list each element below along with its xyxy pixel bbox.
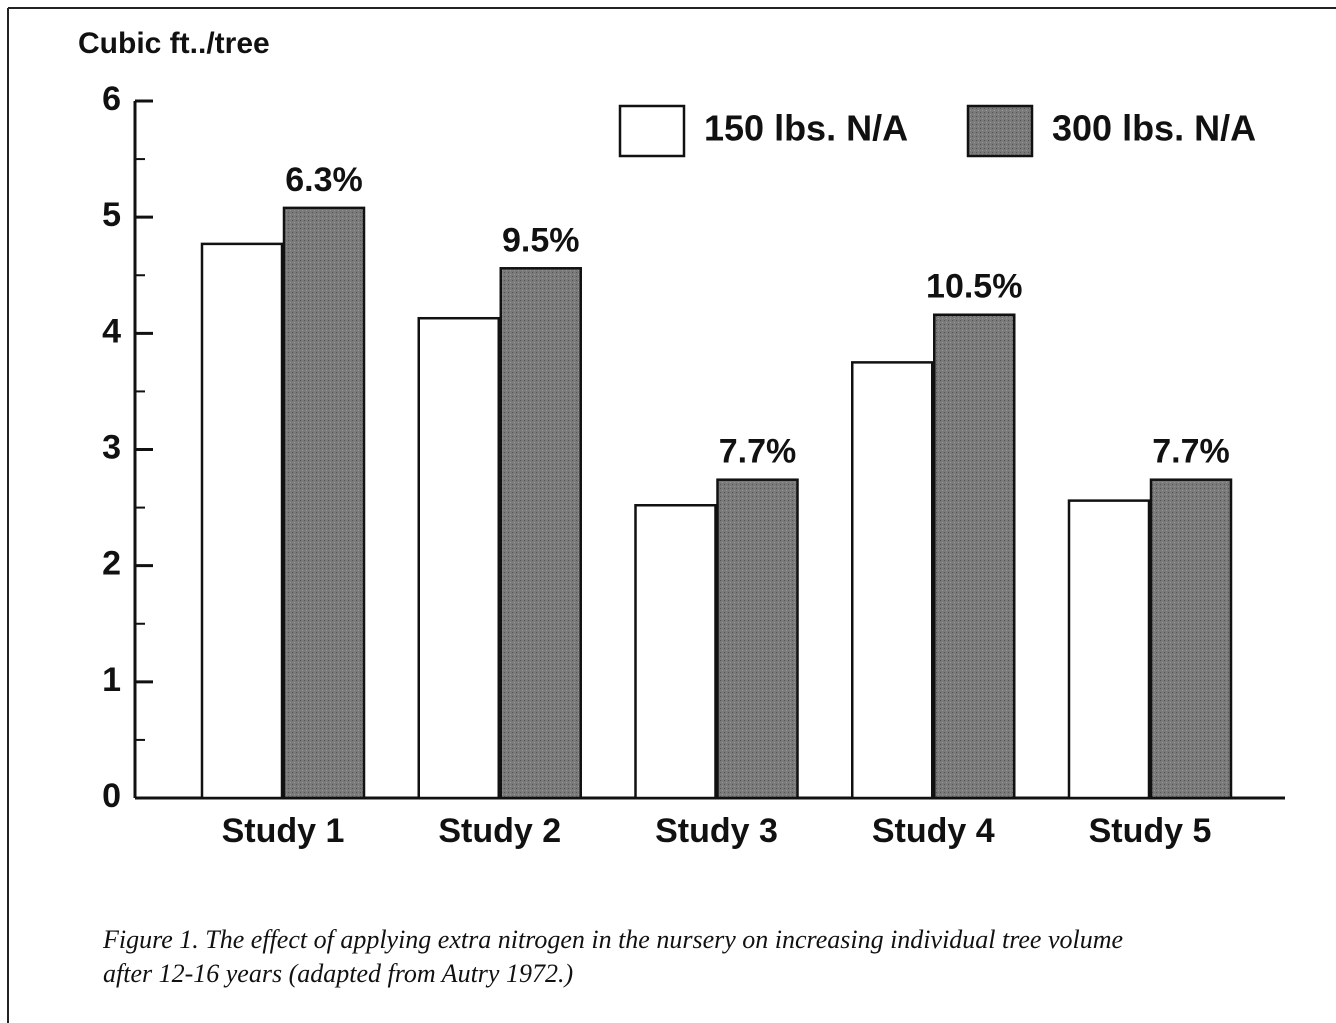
bar — [851, 361, 934, 800]
x-tick-label: Study 5 — [1089, 812, 1212, 850]
y-axis-label: Cubic ft../tree — [78, 27, 270, 60]
y-tick-label: 0 — [102, 777, 121, 815]
bar — [1067, 499, 1151, 800]
legend-label: 300 lbs. N/A — [1052, 108, 1256, 149]
x-tick-label: Study 1 — [222, 812, 345, 850]
annotation: 10.5% — [926, 268, 1022, 306]
y-tick-label: 1 — [102, 661, 121, 699]
annotation: 9.5% — [502, 221, 580, 259]
x-tick-label: Study 4 — [872, 812, 995, 850]
bar — [933, 313, 1016, 800]
bar — [417, 316, 500, 800]
caption: after 12-16 years (adapted from Autry 19… — [103, 959, 573, 988]
annotation: 7.7% — [1152, 433, 1230, 471]
caption: Figure 1. The effect of applying extra n… — [102, 925, 1123, 954]
y-tick-label: 3 — [102, 428, 121, 466]
bar — [499, 267, 582, 800]
legend-swatch — [966, 104, 1034, 158]
bar — [634, 504, 717, 800]
bar — [200, 242, 284, 800]
legend-label: 150 lbs. N/A — [704, 108, 908, 149]
y-tick-label: 5 — [102, 196, 121, 234]
y-tick-label: 6 — [102, 80, 121, 118]
x-tick-label: Study 2 — [438, 812, 561, 850]
legend-swatch — [618, 104, 686, 158]
bar — [1149, 478, 1233, 800]
bar — [282, 206, 366, 800]
y-tick-label: 2 — [102, 545, 121, 583]
bar — [716, 478, 799, 800]
annotation: 7.7% — [719, 433, 797, 471]
y-tick-label: 4 — [102, 312, 121, 350]
annotation: 6.3% — [285, 161, 363, 199]
x-tick-label: Study 3 — [655, 812, 778, 850]
